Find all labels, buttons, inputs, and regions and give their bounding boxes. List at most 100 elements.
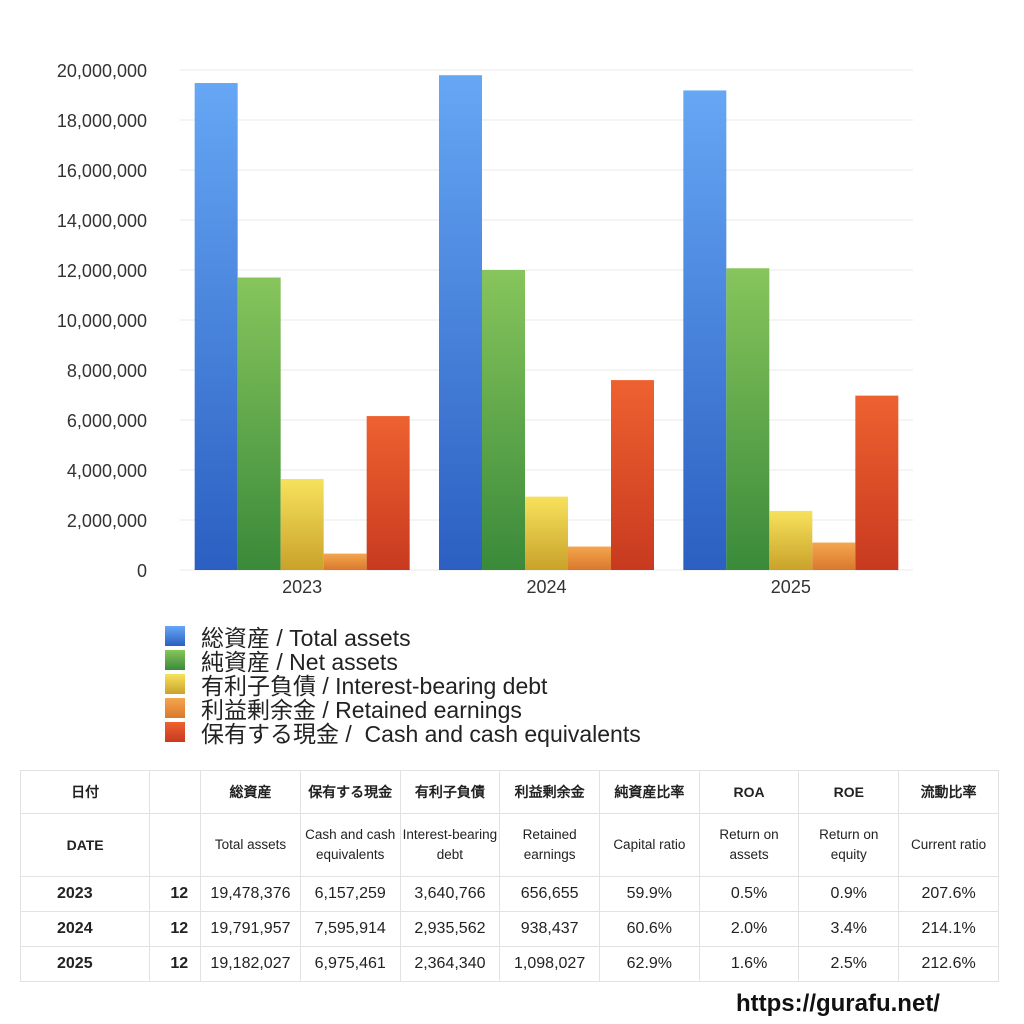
cell-year: 2023 (19, 876, 151, 912)
bar (769, 510, 813, 570)
x-tick-label: 2025 (771, 577, 811, 597)
cell-capital-ratio: 59.9% (598, 876, 700, 912)
bar (482, 270, 525, 570)
y-tick-label: 16,000,000 (57, 161, 147, 181)
legend-label: 純資産 / Net assets (201, 649, 398, 675)
cell-roe: 3.4% (798, 911, 900, 947)
y-tick-label: 10,000,000 (57, 311, 147, 331)
bar (611, 380, 654, 570)
legend: 総資産 / Total assets 純資産 / Net assets 有利子負債 … (165, 624, 641, 747)
cell-roa: 0.5% (698, 876, 800, 912)
table-header-en: DATE Total assets Cash and cash equivale… (19, 813, 999, 877)
x-tick-label: 2023 (282, 577, 322, 597)
cell-cash: 6,975,461 (299, 946, 401, 982)
cell-roe: 0.9% (798, 876, 900, 912)
cell-retained: 938,437 (499, 911, 600, 947)
header-roa-en: Return on assets (698, 813, 800, 877)
table-row: 2023 12 19,478,376 6,157,259 3,640,766 6… (19, 876, 999, 912)
y-tick-label: 4,000,000 (67, 461, 147, 481)
bar (726, 268, 770, 570)
bar (812, 542, 856, 570)
cell-total-assets: 19,182,027 (200, 946, 301, 982)
x-tick-label: 2024 (526, 577, 566, 597)
bar-chart: 0 2,000,000 4,000,000 6,000,000 8,000,000 10,… (57, 61, 913, 597)
legend-swatch (165, 650, 185, 670)
cell-year: 2024 (19, 911, 151, 947)
bar (568, 546, 611, 570)
y-tick-label: 8,000,000 (67, 361, 147, 381)
legend-item: 有利子負債 / Interest-bearing debt (165, 672, 641, 699)
header-retained-jp: 利益剰余金 (499, 770, 600, 814)
header-current-ratio-en: Current ratio (898, 813, 999, 877)
header-month-en (149, 813, 202, 877)
header-roe-en: Return on equity (798, 813, 900, 877)
y-axis-ticks: 0 2,000,000 4,000,000 6,000,000 8,000,000 10,… (57, 61, 147, 581)
y-tick-label: 12,000,000 (57, 261, 147, 281)
x-axis-ticks: 2023 2024 2025 (282, 577, 811, 597)
legend-item: 利益剰余金 / Retained earnings (165, 696, 641, 723)
y-tick-label: 0 (137, 561, 147, 581)
cell-month: 12 (149, 911, 202, 947)
cell-total-assets: 19,791,957 (200, 911, 301, 947)
legend-swatch (165, 674, 185, 694)
cell-debt: 2,935,562 (399, 911, 501, 947)
cell-month: 12 (149, 876, 202, 912)
bar (439, 75, 482, 570)
y-tick-label: 14,000,000 (57, 211, 147, 231)
financial-table: 日付 総資産 保有する現金 有利子負債 利益剰余金 純資産比率 ROA ROE … (19, 770, 999, 982)
cell-cash: 6,157,259 (299, 876, 401, 912)
bar (683, 90, 727, 570)
cell-roa: 1.6% (698, 946, 800, 982)
legend-swatch (165, 722, 185, 742)
cell-current-ratio: 207.6% (898, 876, 999, 912)
site-url-link[interactable]: https://gurafu.net/ (736, 990, 940, 1017)
header-total-assets-jp: 総資産 (200, 770, 301, 814)
table-header-jp: 日付 総資産 保有する現金 有利子負債 利益剰余金 純資産比率 ROA ROE … (19, 770, 999, 814)
y-tick-label: 6,000,000 (67, 411, 147, 431)
table-row: 2024 12 19,791,957 7,595,914 2,935,562 9… (19, 911, 999, 947)
cell-capital-ratio: 60.6% (598, 911, 700, 947)
header-date-jp: 日付 (19, 770, 151, 814)
header-cash-en: Cash and cash equivalents (299, 813, 401, 877)
header-cash-jp: 保有する現金 (299, 770, 401, 814)
cell-current-ratio: 212.6% (898, 946, 999, 982)
legend-label: 利益剰余金 / Retained earnings (201, 697, 522, 723)
header-capital-ratio-en: Capital ratio (598, 813, 700, 877)
legend-item: 純資産 / Net assets (165, 648, 641, 675)
legend-item: 保有する現金 / Cash and cash equivalents (165, 720, 641, 747)
cell-current-ratio: 214.1% (898, 911, 999, 947)
bar (237, 277, 281, 570)
cell-capital-ratio: 62.9% (598, 946, 700, 982)
cell-month: 12 (149, 946, 202, 982)
bar (855, 395, 899, 570)
cell-year: 2025 (19, 946, 151, 982)
header-roe-jp: ROE (798, 770, 900, 814)
header-debt-jp: 有利子負債 (399, 770, 501, 814)
y-tick-label: 2,000,000 (67, 511, 147, 531)
legend-label: 保有する現金 / Cash and cash equivalents (201, 721, 641, 747)
bar (194, 83, 238, 571)
header-capital-ratio-jp: 純資産比率 (598, 770, 700, 814)
cell-retained: 656,655 (499, 876, 600, 912)
table-row: 2025 12 19,182,027 6,975,461 2,364,340 1… (19, 946, 999, 982)
header-date-en: DATE (19, 813, 151, 877)
y-tick-label: 18,000,000 (57, 111, 147, 131)
header-month-jp (149, 770, 202, 814)
cell-cash: 7,595,914 (299, 911, 401, 947)
bar (366, 416, 410, 570)
cell-debt: 3,640,766 (399, 876, 501, 912)
header-total-assets-en: Total assets (200, 813, 301, 877)
cell-roe: 2.5% (798, 946, 900, 982)
bars (194, 75, 899, 571)
bar (525, 496, 568, 570)
cell-retained: 1,098,027 (499, 946, 600, 982)
header-debt-en: Interest-bearing debt (399, 813, 501, 877)
legend-swatch (165, 698, 185, 718)
cell-roa: 2.0% (698, 911, 800, 947)
legend-item: 総資産 / Total assets (165, 624, 641, 651)
bar (280, 478, 324, 570)
legend-label: 有利子負債 / Interest-bearing debt (201, 673, 548, 699)
legend-label: 総資産 / Total assets (201, 625, 411, 651)
y-tick-label: 20,000,000 (57, 61, 147, 81)
cell-total-assets: 19,478,376 (200, 876, 301, 912)
